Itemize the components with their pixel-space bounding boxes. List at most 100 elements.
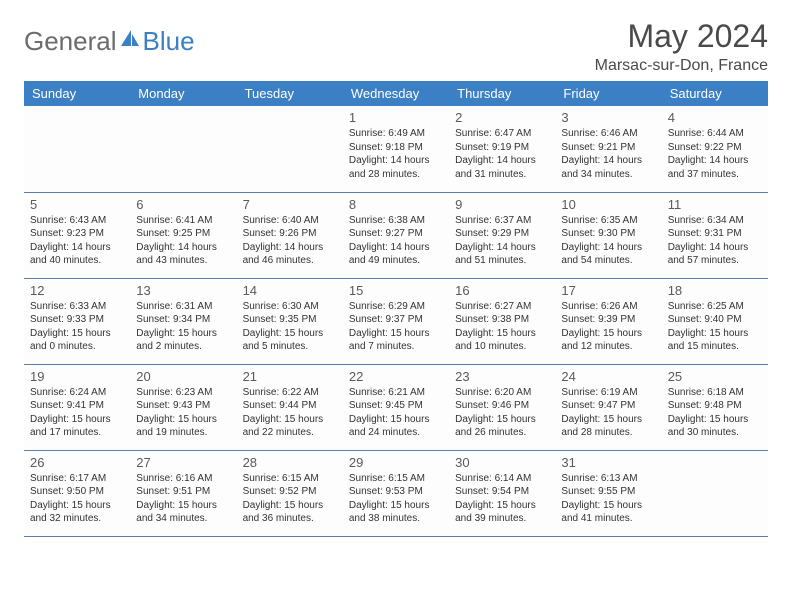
day-number: 5: [30, 197, 124, 212]
day-number: 28: [243, 455, 337, 470]
location: Marsac-sur-Don, France: [595, 57, 768, 75]
calendar-day-cell: 9Sunrise: 6:37 AMSunset: 9:29 PMDaylight…: [449, 192, 555, 278]
day-number: 26: [30, 455, 124, 470]
calendar-empty-cell: [237, 106, 343, 192]
day-info: Sunrise: 6:25 AMSunset: 9:40 PMDaylight:…: [668, 300, 762, 354]
calendar-empty-cell: [130, 106, 236, 192]
day-info: Sunrise: 6:23 AMSunset: 9:43 PMDaylight:…: [136, 386, 230, 440]
calendar-day-cell: 24Sunrise: 6:19 AMSunset: 9:47 PMDayligh…: [555, 364, 661, 450]
calendar-day-cell: 30 Sunrise: 6:14 AMSunset: 9:54 PMDayligh…: [449, 450, 555, 536]
calendar-day-cell: 14 Sunrise: 6:30 AMSunset: 9:35 PMDayligh…: [237, 278, 343, 364]
calendar-table: SundayMondayTuesdayWednesdayThursdayFrid…: [24, 81, 768, 537]
calendar-empty-cell: [24, 106, 130, 192]
day-number: 25: [668, 369, 762, 384]
weekday-tuesday: Tuesday: [237, 81, 343, 106]
calendar-day-cell: 28 Sunrise: 6:15 AMSunset: 9:52 PMDayligh…: [237, 450, 343, 536]
day-number: 29: [349, 455, 443, 470]
day-number: 30: [455, 455, 549, 470]
day-info: Sunrise: 6:24 AMSunset: 9:41 PMDaylight:…: [30, 386, 124, 440]
day-info: Sunrise: 6:20 AMSunset: 9:46 PMDaylight:…: [455, 386, 549, 440]
day-number: 8: [349, 197, 443, 212]
calendar-day-cell: 31Sunrise: 6:13 AMSunset: 9:55 PMDayligh…: [555, 450, 661, 536]
calendar-empty-cell: [662, 450, 768, 536]
day-number: 6: [136, 197, 230, 212]
day-number: 13: [136, 283, 230, 298]
day-info: Sunrise: 6:37 AMSunset: 9:29 PMDaylight:…: [455, 214, 549, 268]
calendar-day-cell: 4Sunrise: 6:44 AMSunset: 9:22 PMDaylight…: [662, 106, 768, 192]
day-number: 20: [136, 369, 230, 384]
day-number: 14: [243, 283, 337, 298]
header: General Blue May 2024 Marsac-sur-Don, Fr…: [24, 18, 768, 75]
day-number: 27: [136, 455, 230, 470]
logo-text-1: General: [24, 26, 117, 57]
calendar-day-cell: 3Sunrise: 6:46 AMSunset: 9:21 PMDaylight…: [555, 106, 661, 192]
day-number: 17: [561, 283, 655, 298]
logo: General Blue: [24, 18, 195, 57]
weekday-header-row: SundayMondayTuesdayWednesdayThursdayFrid…: [24, 81, 768, 106]
day-number: 12: [30, 283, 124, 298]
weekday-wednesday: Wednesday: [343, 81, 449, 106]
day-info: Sunrise: 6:41 AMSunset: 9:25 PMDaylight:…: [136, 214, 230, 268]
calendar-day-cell: 11 Sunrise: 6:34 AMSunset: 9:31 PMDayligh…: [662, 192, 768, 278]
day-number: 21: [243, 369, 337, 384]
day-info: Sunrise: 6:15 AMSunset: 9:52 PMDaylight:…: [243, 472, 337, 526]
day-info: Sunrise: 6:14 AMSunset: 9:54 PMDaylight:…: [455, 472, 549, 526]
day-info: Sunrise: 6:31 AMSunset: 9:34 PMDaylight:…: [136, 300, 230, 354]
day-info: Sunrise: 6:22 AMSunset: 9:44 PMDaylight:…: [243, 386, 337, 440]
calendar-day-cell: 19 Sunrise: 6:24 AMSunset: 9:41 PMDayligh…: [24, 364, 130, 450]
calendar-day-cell: 10 Sunrise: 6:35 AMSunset: 9:30 PMDayligh…: [555, 192, 661, 278]
calendar-week-row: 1Sunrise: 6:49 AMSunset: 9:18 PMDaylight…: [24, 106, 768, 192]
weekday-thursday: Thursday: [449, 81, 555, 106]
calendar-day-cell: 22 Sunrise: 6:21 AMSunset: 9:45 PMDayligh…: [343, 364, 449, 450]
calendar-day-cell: 2 Sunrise: 6:47 AMSunset: 9:19 PMDaylight…: [449, 106, 555, 192]
calendar-day-cell: 12 Sunrise: 6:33 AMSunset: 9:33 PMDayligh…: [24, 278, 130, 364]
day-number: 10: [561, 197, 655, 212]
weekday-monday: Monday: [130, 81, 236, 106]
calendar-week-row: 19 Sunrise: 6:24 AMSunset: 9:41 PMDayligh…: [24, 364, 768, 450]
day-info: Sunrise: 6:47 AMSunset: 9:19 PMDaylight:…: [455, 127, 549, 181]
calendar-day-cell: 8 Sunrise: 6:38 AMSunset: 9:27 PMDaylight…: [343, 192, 449, 278]
day-info: Sunrise: 6:15 AMSunset: 9:53 PMDaylight:…: [349, 472, 443, 526]
day-info: Sunrise: 6:30 AMSunset: 9:35 PMDaylight:…: [243, 300, 337, 354]
calendar-day-cell: 26 Sunrise: 6:17 AMSunset: 9:50 PMDayligh…: [24, 450, 130, 536]
weekday-saturday: Saturday: [662, 81, 768, 106]
calendar-day-cell: 18 Sunrise: 6:25 AMSunset: 9:40 PMDayligh…: [662, 278, 768, 364]
day-info: Sunrise: 6:35 AMSunset: 9:30 PMDaylight:…: [561, 214, 655, 268]
calendar-day-cell: 20 Sunrise: 6:23 AMSunset: 9:43 PMDayligh…: [130, 364, 236, 450]
calendar-week-row: 26 Sunrise: 6:17 AMSunset: 9:50 PMDayligh…: [24, 450, 768, 536]
day-info: Sunrise: 6:46 AMSunset: 9:21 PMDaylight:…: [561, 127, 655, 181]
month-title: May 2024: [595, 18, 768, 55]
logo-text-2: Blue: [143, 26, 195, 57]
calendar-day-cell: 1Sunrise: 6:49 AMSunset: 9:18 PMDaylight…: [343, 106, 449, 192]
calendar-week-row: 12 Sunrise: 6:33 AMSunset: 9:33 PMDayligh…: [24, 278, 768, 364]
day-number: 18: [668, 283, 762, 298]
day-number: 11: [668, 197, 762, 212]
day-info: Sunrise: 6:17 AMSunset: 9:50 PMDaylight:…: [30, 472, 124, 526]
weekday-sunday: Sunday: [24, 81, 130, 106]
day-number: 19: [30, 369, 124, 384]
weekday-friday: Friday: [555, 81, 661, 106]
day-number: 22: [349, 369, 443, 384]
day-number: 31: [561, 455, 655, 470]
calendar-day-cell: 25 Sunrise: 6:18 AMSunset: 9:48 PMDayligh…: [662, 364, 768, 450]
day-info: Sunrise: 6:21 AMSunset: 9:45 PMDaylight:…: [349, 386, 443, 440]
day-number: 4: [668, 110, 762, 125]
day-info: Sunrise: 6:26 AMSunset: 9:39 PMDaylight:…: [561, 300, 655, 354]
calendar-day-cell: 13 Sunrise: 6:31 AMSunset: 9:34 PMDayligh…: [130, 278, 236, 364]
day-number: 24: [561, 369, 655, 384]
day-info: Sunrise: 6:16 AMSunset: 9:51 PMDaylight:…: [136, 472, 230, 526]
calendar-day-cell: 21 Sunrise: 6:22 AMSunset: 9:44 PMDayligh…: [237, 364, 343, 450]
day-info: Sunrise: 6:33 AMSunset: 9:33 PMDaylight:…: [30, 300, 124, 354]
day-number: 7: [243, 197, 337, 212]
day-number: 15: [349, 283, 443, 298]
day-info: Sunrise: 6:34 AMSunset: 9:31 PMDaylight:…: [668, 214, 762, 268]
day-number: 2: [455, 110, 549, 125]
calendar-day-cell: 15 Sunrise: 6:29 AMSunset: 9:37 PMDayligh…: [343, 278, 449, 364]
title-block: May 2024 Marsac-sur-Don, France: [595, 18, 768, 75]
day-info: Sunrise: 6:29 AMSunset: 9:37 PMDaylight:…: [349, 300, 443, 354]
calendar-day-cell: 17 Sunrise: 6:26 AMSunset: 9:39 PMDayligh…: [555, 278, 661, 364]
day-info: Sunrise: 6:18 AMSunset: 9:48 PMDaylight:…: [668, 386, 762, 440]
day-info: Sunrise: 6:40 AMSunset: 9:26 PMDaylight:…: [243, 214, 337, 268]
day-info: Sunrise: 6:38 AMSunset: 9:27 PMDaylight:…: [349, 214, 443, 268]
logo-sail-icon: [119, 26, 141, 57]
